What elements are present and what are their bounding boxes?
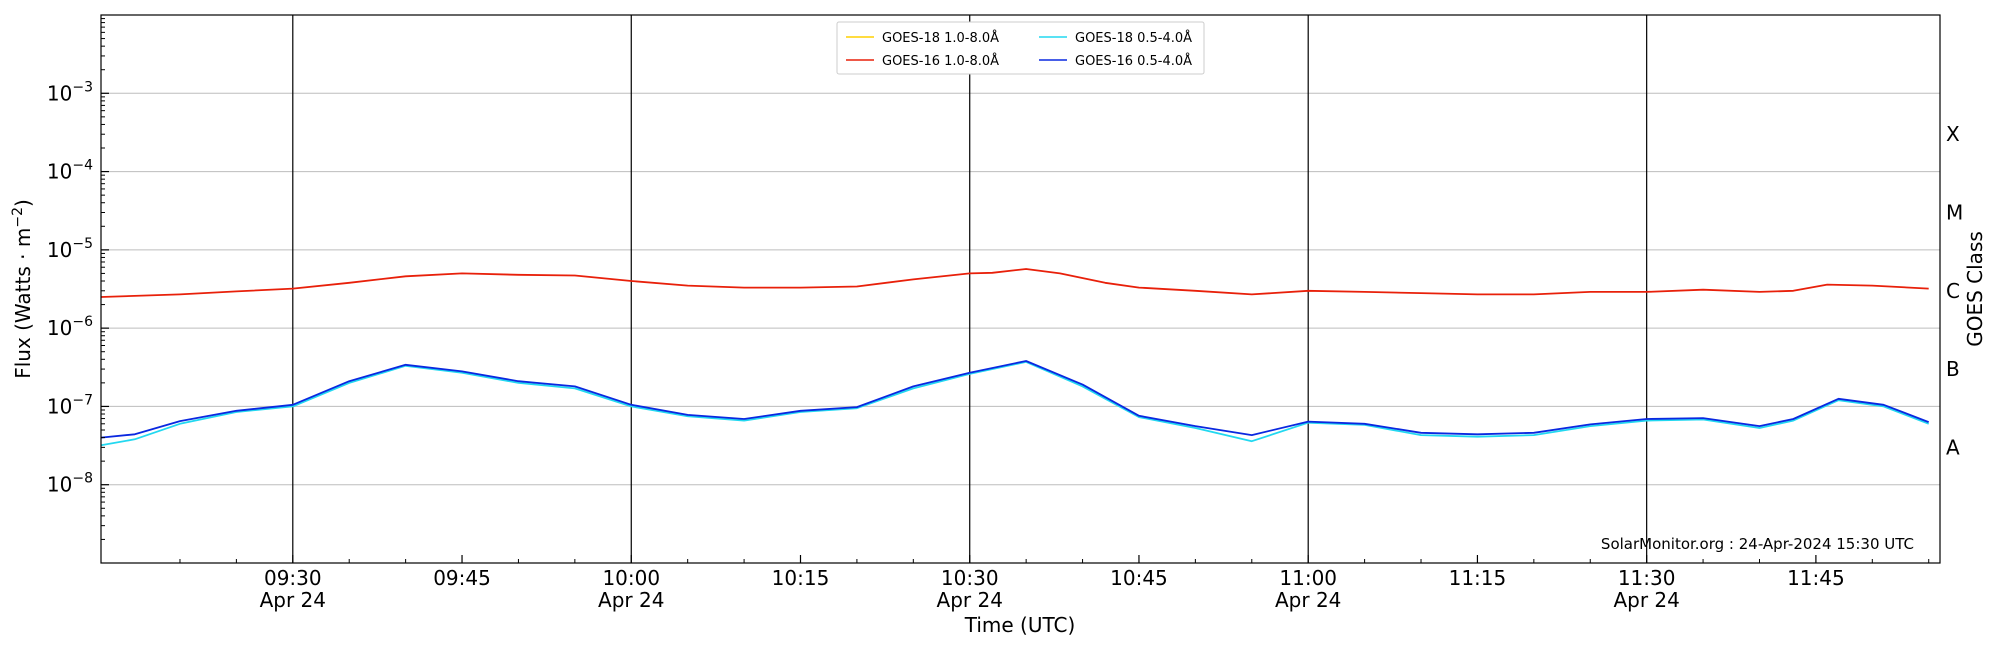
x-tick-label: 10:15 [772,566,830,590]
goes-class-label: C [1946,279,1960,303]
x-tick-label: 11:30 [1618,566,1676,590]
right-y-axis-label: GOES Class [1963,231,1987,347]
y-tick-label: 10−7 [47,392,93,418]
x-tick-date-label: Apr 24 [598,588,664,612]
series-layer [100,268,1930,447]
goes-class-label: M [1946,201,1963,225]
legend-label: GOES-18 1.0-8.0Å [882,30,999,46]
series-line [100,360,1930,439]
y-tick-label: 10−4 [47,158,93,184]
y-gridlines [101,92,1940,486]
x-tick-label: 09:30 [264,566,322,590]
x-tick-date-label: Apr 24 [1275,588,1341,612]
x-tick-label: 11:00 [1279,566,1337,590]
day-vertical-lines [292,15,1648,563]
y-tick-label: 10−5 [47,236,93,262]
plot-frame [100,14,1941,564]
goes-class-labels: A B C M X [1946,122,1963,459]
x-axis-label: Time (UTC) [964,613,1076,637]
y-tick-label: 10−6 [47,314,93,340]
source-annotation: SolarMonitor.org : 24-Apr-2024 15:30 UTC [1601,535,1914,553]
y-axis-ticks: 10−8 10−7 10−6 10−5 10−4 10−3 [47,18,109,540]
x-tick-label: 11:15 [1449,566,1507,590]
goes-class-label: A [1946,435,1960,459]
x-tick-label: 09:45 [433,566,491,590]
x-tick-date-label: Apr 24 [937,588,1003,612]
legend-label: GOES-18 0.5-4.0Å [1075,30,1192,46]
y-tick-label: 10−3 [47,79,93,105]
goes-class-label: X [1946,122,1960,146]
legend-box [836,21,1205,75]
y-tick-label: 10−8 [47,471,93,497]
x-tick-label: 10:45 [1110,566,1168,590]
y-axis-label: Flux (Watts · m−2) [10,199,35,379]
x-tick-label: 11:45 [1787,566,1845,590]
legend: GOES-18 1.0-8.0Å GOES-16 1.0-8.0Å GOES-18 … [836,21,1205,75]
x-tick-label: 10:30 [941,566,999,590]
x-tick-date-label: Apr 24 [1613,588,1679,612]
series-line [100,268,1929,298]
legend-label: GOES-16 1.0-8.0Å [882,53,999,69]
legend-label: GOES-16 0.5-4.0Å [1075,53,1192,69]
goes-class-label: B [1946,357,1960,381]
x-tick-date-label: Apr 24 [260,588,326,612]
x-tick-label: 10:00 [602,566,660,590]
